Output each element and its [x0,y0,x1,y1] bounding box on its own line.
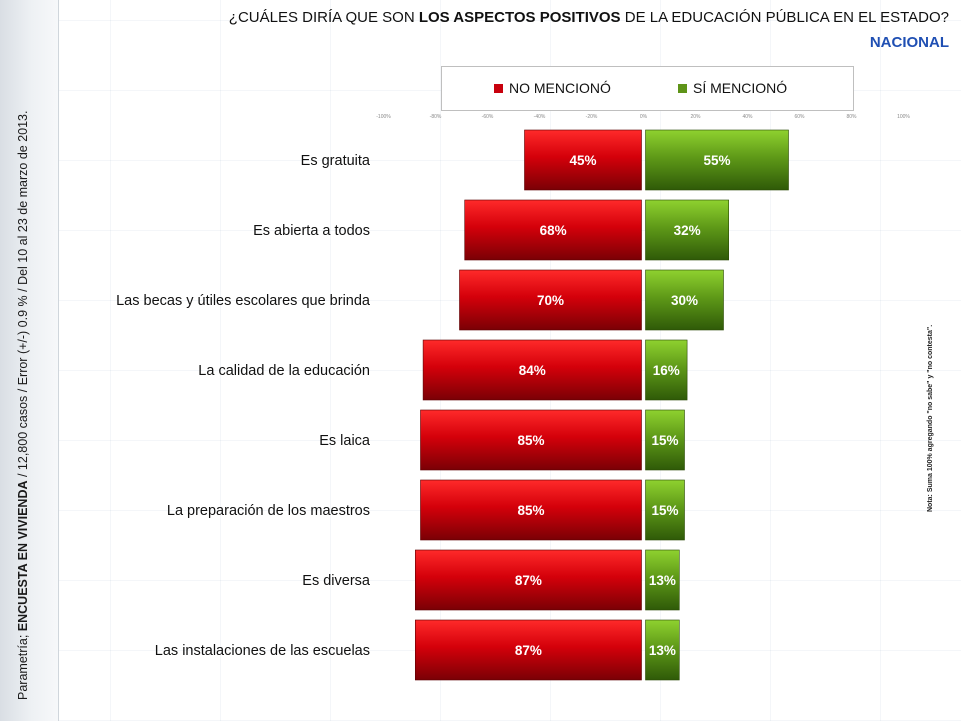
bar-no-mencionó [414,549,642,611]
category-label: La calidad de la educación [198,363,370,379]
x-tick-label: 80% [846,114,857,120]
title-part-2: DE LA EDUCACIÓN PÚBLICA EN EL ESTADO? [620,9,949,26]
value-label-si: 30% [671,293,698,308]
title-part-1: ¿CUÁLES DIRÍA QUE SON [228,9,419,26]
legend-swatch-si [678,83,687,93]
category-label: Las instalaciones de las escuelas [155,643,370,659]
legend-item-si: SÍ MENCIONÓ [678,80,787,96]
bar-si-mencionó [645,409,685,471]
legend-swatch-no [494,83,503,93]
bar-si-mencionó [645,619,680,681]
bar-no-mencionó [414,619,642,681]
bar-no-mencionó [420,409,642,471]
x-tick-label: 20% [690,114,701,120]
title-part-bold: LOS ASPECTOS POSITIVOS [418,9,621,26]
value-label-si: 15% [651,503,678,518]
legend: NO MENCIONÓ SÍ MENCIONÓ [441,66,854,111]
x-tick-label: -60% [482,114,494,120]
bar-no-mencionó [459,269,642,331]
x-tick-label: -40% [534,114,546,120]
value-label-no: 87% [515,643,542,658]
category-label: Es laica [319,433,371,449]
bar-si-mencionó [645,339,688,401]
category-label: Es diversa [302,573,371,589]
left-decorative-strip [0,0,59,721]
value-label-no: 68% [540,223,567,238]
value-label-no: 70% [537,293,564,308]
value-label-si: 55% [703,153,730,168]
bar-no-mencionó [524,129,642,191]
bar-si-mencionó [645,479,685,541]
value-label-si: 15% [651,433,678,448]
x-tick-label: -100% [376,114,391,120]
category-label: Es gratuita [301,153,371,169]
x-tick-label: 60% [794,114,805,120]
chart-subtitle: NACIONAL [869,34,949,51]
footnote: Nota: Suma 100% agregando "no sabe" y "n… [927,324,934,512]
value-label-no: 87% [515,573,542,588]
category-label: Las becas y útiles escolares que brinda [116,293,371,309]
x-tick-label: 0% [640,114,648,120]
chart-title: ¿CUÁLES DIRÍA QUE SON LOS ASPECTOS POSIT… [229,9,949,26]
bars: Es gratuita 45% 55% Es abierta a todos 68% 32… [116,129,789,681]
bar-si-mencionó [645,129,789,191]
category-label: Es abierta a todos [253,223,370,239]
value-label-no: 45% [569,153,596,168]
legend-item-no: NO MENCIONÓ [494,80,611,96]
bar-si-mencionó [645,199,729,261]
bar-si-mencionó [645,549,680,611]
value-label-no: 84% [519,363,546,378]
value-label-si: 16% [653,363,680,378]
bar-si-mencionó [645,269,724,331]
bar-no-mencionó [464,199,642,261]
x-tick-label: -80% [430,114,442,120]
x-axis-ticks: -100% -80% -60% -40% -20% 0% 20% 40% 60% 80% 100% [376,114,910,120]
legend-label-si: SÍ MENCIONÓ [693,80,788,96]
bar-no-mencionó [420,479,642,541]
legend-label-no: NO MENCIONÓ [509,80,611,96]
bar-no-mencionó [422,339,642,401]
value-label-no: 85% [517,503,544,518]
value-label-si: 13% [649,643,676,658]
value-label-no: 85% [517,433,544,448]
value-label-si: 13% [649,573,676,588]
x-tick-label: 100% [897,114,910,120]
x-tick-label: -20% [586,114,598,120]
category-label: La preparación de los maestros [167,503,370,519]
value-label-si: 32% [674,223,701,238]
x-tick-label: 40% [742,114,753,120]
